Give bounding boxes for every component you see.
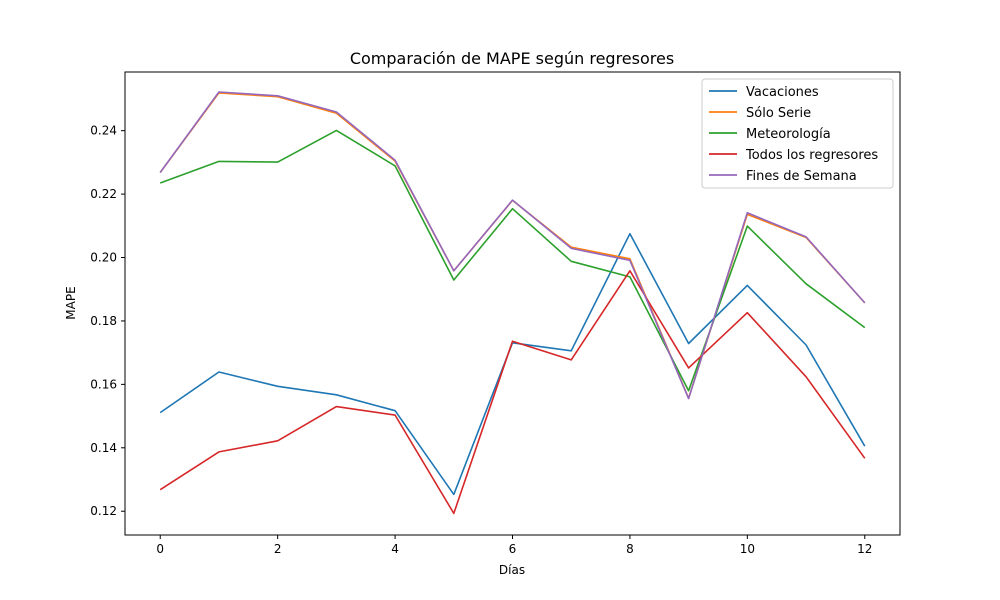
y-tick-label: 0.16	[90, 377, 117, 391]
x-axis: 0 2 4 6 8 10 12	[156, 535, 872, 556]
chart-title: Comparación de MAPE según regresores	[350, 49, 674, 68]
y-tick-label: 0.18	[90, 314, 117, 328]
series-line-meteorologia	[159, 129, 866, 392]
legend: Vacaciones Sólo Serie Meteorología Todos lo…	[701, 78, 894, 189]
x-tick-label: 8	[626, 542, 634, 556]
x-axis-label: Días	[499, 563, 525, 577]
legend-entry: Fines de Semana	[746, 169, 857, 184]
y-axis-label: MAPE	[64, 286, 78, 319]
legend-box	[701, 78, 894, 189]
y-axis: 0.12 0.14 0.16 0.18 0.20 0.22 0.24	[90, 124, 125, 518]
series-lines	[159, 91, 866, 515]
legend-entry: Sólo Serie	[746, 106, 811, 121]
y-tick-label: 0.12	[90, 504, 117, 518]
series-line-todos-los-regresores	[159, 269, 866, 515]
x-tick-label: 10	[740, 542, 755, 556]
y-tick-label: 0.20	[90, 251, 117, 265]
x-tick-label: 6	[509, 542, 517, 556]
x-tick-label: 12	[857, 542, 872, 556]
x-tick-label: 4	[391, 542, 399, 556]
legend-entry: Vacaciones	[746, 85, 819, 100]
y-tick-label: 0.22	[90, 187, 117, 201]
x-tick-label: 2	[274, 542, 282, 556]
y-tick-label: 0.24	[90, 124, 117, 138]
x-tick-label: 0	[156, 542, 164, 556]
series-line-fines-de-semana	[159, 91, 866, 400]
y-tick-label: 0.14	[90, 441, 117, 455]
legend-entry: Meteorología	[746, 127, 831, 142]
plot-frame	[124, 71, 901, 536]
legend-entry: Todos los regresores	[745, 148, 878, 163]
